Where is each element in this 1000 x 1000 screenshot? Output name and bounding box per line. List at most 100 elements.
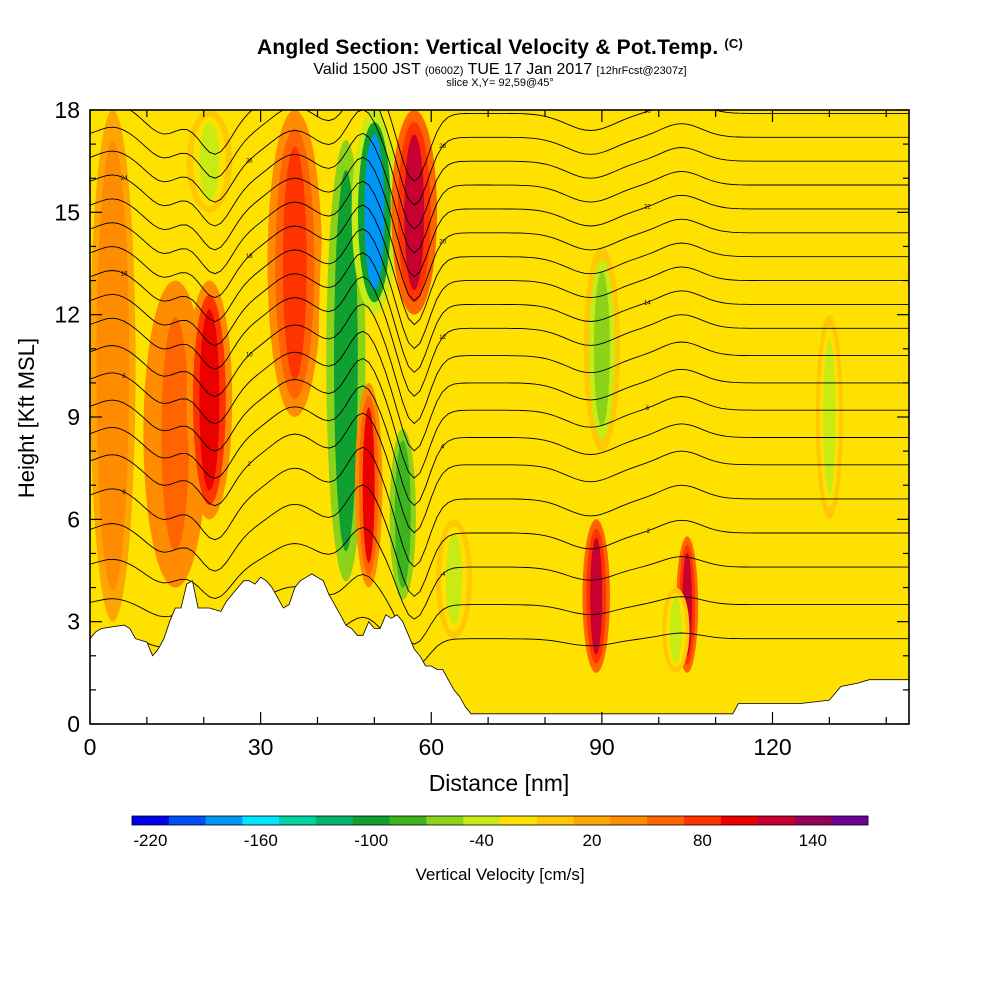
colorbar-swatch <box>500 816 538 825</box>
title-units: (C) <box>724 36 744 51</box>
theta-contour-label: 26 <box>246 158 253 164</box>
theta-contour-line <box>90 252 909 373</box>
theta-contour-label: 2 <box>248 462 252 468</box>
valid-time: Valid 1500 JST <box>313 61 421 78</box>
colorbar-swatch <box>389 816 427 825</box>
chart-title: Angled Section: Vertical Velocity & Pot.… <box>0 36 1000 60</box>
y-tick-label: 9 <box>67 404 80 430</box>
theta-contour-label: 8 <box>122 374 126 380</box>
x-axis: 0 30 60 90 120 <box>84 110 887 760</box>
theta-contour-label: 20 <box>439 240 446 246</box>
y-tick-label: 12 <box>54 302 80 328</box>
colorbar-swatch <box>684 816 722 825</box>
theta-contour-line <box>90 446 909 568</box>
y-axis-label: Height [Kft MSL] <box>14 338 39 498</box>
theta-contour-label: 28 <box>439 144 446 150</box>
colorbar-label: -220 <box>133 831 167 850</box>
theta-contour-line <box>90 204 909 326</box>
colorbar-swatch <box>316 816 354 825</box>
theta-contour-line <box>90 110 909 206</box>
colorbar-frame <box>131 815 869 826</box>
x-tick-label: 0 <box>84 734 97 760</box>
velocity-cell-updraft <box>199 309 220 491</box>
theta-contour-label: 10 <box>246 353 253 359</box>
theta-contour-label: 18 <box>246 254 253 260</box>
theta-contour-line <box>90 180 909 302</box>
colorbar-label: 80 <box>693 831 712 850</box>
theta-contour-line <box>90 228 909 350</box>
y-tick-label: 6 <box>67 506 80 532</box>
x-tick-label: 90 <box>589 734 615 760</box>
theta-contour-label: 12 <box>439 335 446 341</box>
theta-contour-line <box>90 132 909 254</box>
theta-contour-line <box>90 110 909 230</box>
theta-contour-line <box>90 385 909 507</box>
velocity-cell-downdraft <box>823 339 836 495</box>
colorbar-swatch <box>831 816 869 825</box>
velocity-cell-updraft <box>362 407 375 563</box>
theta-contour-label: 0 <box>122 490 126 496</box>
colorbar-swatch <box>168 816 206 825</box>
theta-contour-label: -4 <box>440 572 446 578</box>
valid-utc: (0600Z) <box>424 65 464 77</box>
valid-time-line: Valid 1500 JST (0600Z) TUE 17 Jan 2017 [… <box>0 61 1000 79</box>
terrain-mask <box>90 573 909 724</box>
forecast-info: [12hrFcst@2307z] <box>596 65 687 77</box>
x-tick-label: 120 <box>753 734 791 760</box>
velocity-cell-downdraft <box>199 122 220 201</box>
colorbar-label: 20 <box>583 831 602 850</box>
velocity-cell-updraft <box>161 317 190 551</box>
colorbar-title: Vertical Velocity [cm/s] <box>415 865 584 884</box>
colorbar: -220 -160 -100 -40 20 80 140 <box>131 815 869 850</box>
colorbar-swatch <box>352 816 390 825</box>
theta-contour-line <box>90 412 909 534</box>
colorbar-label: -100 <box>354 831 388 850</box>
colorbar-swatch <box>426 816 464 825</box>
colorbar-swatch <box>205 816 243 825</box>
colorbar-label: -40 <box>469 831 494 850</box>
colorbar-swatch <box>463 816 501 825</box>
theta-contour-label: 30 <box>644 109 651 115</box>
theta-contour-line <box>90 156 909 278</box>
velocity-cell-updraft <box>282 146 307 381</box>
colorbar-swatch <box>573 816 611 825</box>
colorbar-swatch <box>242 816 280 825</box>
theta-contour-label: 6 <box>646 406 650 412</box>
colorbar-swatch <box>757 816 795 825</box>
velocity-cell-downdraft <box>446 533 462 625</box>
theta-contour-line <box>90 357 909 479</box>
theta-contour-line <box>90 484 909 597</box>
theta-contour-label: 16 <box>121 272 128 278</box>
colorbar-label: 140 <box>799 831 827 850</box>
x-axis-label: Distance [nm] <box>429 770 570 796</box>
velocity-cell-downdraft <box>669 597 682 663</box>
velocity-cell-updraft <box>404 134 425 291</box>
colorbar-swatch <box>610 816 648 825</box>
y-tick-label: 0 <box>67 711 80 737</box>
velocity-cell-downdraft <box>394 440 411 589</box>
velocity-cell-updraft <box>102 171 123 561</box>
x-tick-label: 60 <box>418 734 444 760</box>
velocity-cell-updraft <box>590 537 603 655</box>
y-tick-label: 15 <box>54 199 80 225</box>
theta-contour-label: 24 <box>121 176 128 182</box>
theta-contour-label: 4 <box>441 444 445 450</box>
theta-contour-label: 22 <box>644 205 651 211</box>
colorbar-label: -160 <box>244 831 278 850</box>
y-tick-label: 18 <box>54 97 80 123</box>
theta-contour-label: -2 <box>645 529 651 535</box>
colorbar-swatch <box>647 816 685 825</box>
colorbar-swatch <box>132 816 170 825</box>
velocity-cell-downdraft <box>593 271 610 427</box>
y-tick-label: 3 <box>67 609 80 635</box>
y-axis: 0 3 6 9 12 15 18 <box>54 97 909 737</box>
x-tick-label: 30 <box>248 734 274 760</box>
valid-date: TUE 17 Jan 2017 <box>467 61 593 78</box>
theta-contour-label: 14 <box>644 300 651 306</box>
theta-contour-line <box>90 303 909 425</box>
colorbar-swatch <box>279 816 317 825</box>
chart-title-text: Angled Section: Vertical Velocity & Pot.… <box>256 36 719 59</box>
theta-contour-line <box>90 527 909 620</box>
velocity-cell-downdraft <box>334 170 358 552</box>
